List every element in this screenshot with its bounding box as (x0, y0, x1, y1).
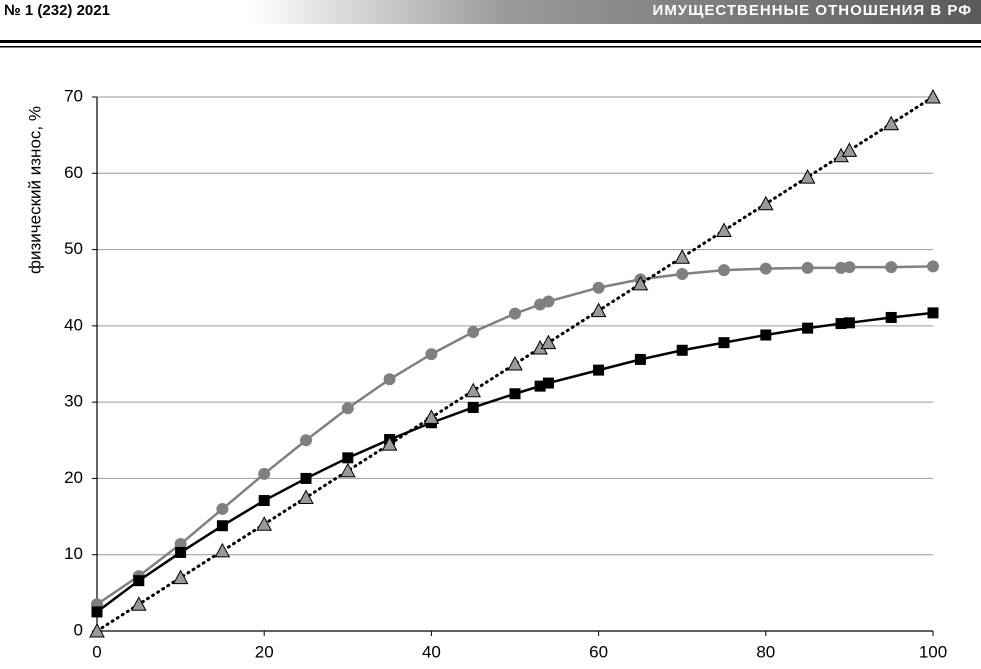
point (759, 262, 772, 275)
point (927, 260, 939, 273)
x-tick-label: 80 (756, 642, 775, 661)
point (716, 222, 732, 237)
point (925, 88, 941, 104)
point (590, 302, 607, 318)
y-tick-label: 70 (64, 86, 83, 105)
series-line (95, 95, 935, 633)
point (718, 264, 730, 277)
point (300, 434, 312, 447)
point (843, 261, 856, 274)
point (801, 261, 814, 274)
point (674, 249, 691, 264)
point (718, 337, 730, 349)
point (843, 317, 855, 329)
y-axis-label: физический износ, % (25, 106, 44, 274)
x-tick-label: 100 (919, 642, 947, 661)
point (130, 596, 147, 611)
issue: № 1 (232) 2021 (4, 2, 110, 19)
x-tick-label: 40 (422, 642, 441, 661)
point (467, 401, 479, 413)
point (339, 462, 356, 478)
point (423, 409, 440, 424)
point (133, 575, 145, 587)
point (91, 606, 103, 618)
point (383, 373, 396, 386)
point (89, 622, 105, 638)
point (256, 516, 273, 531)
point (542, 377, 554, 389)
point (300, 472, 312, 484)
point (802, 322, 814, 334)
y-tick-label: 50 (64, 239, 83, 258)
point (634, 353, 646, 365)
y-tick-label: 10 (64, 544, 83, 563)
header-rule (0, 40, 981, 43)
point (883, 115, 900, 131)
point (534, 380, 546, 392)
point (341, 402, 354, 415)
point (258, 467, 271, 480)
point (885, 261, 898, 274)
point (216, 502, 229, 515)
point (885, 311, 897, 323)
point (172, 569, 189, 585)
point (927, 307, 939, 319)
point (632, 275, 649, 291)
x-tick-label: 20 (255, 642, 274, 661)
point (676, 267, 689, 280)
x-tick-label: 0 (92, 642, 101, 661)
point (799, 169, 816, 184)
y-tick-label: 60 (64, 163, 83, 182)
point (760, 329, 772, 341)
point (342, 452, 354, 464)
point (216, 520, 228, 532)
point (258, 495, 270, 507)
y-tick-label: 30 (64, 392, 83, 411)
point (298, 489, 314, 504)
point (676, 344, 688, 356)
point (835, 318, 847, 330)
point (425, 348, 438, 361)
point (841, 142, 858, 157)
point (214, 542, 231, 558)
header-band (250, 0, 981, 24)
header-rule (0, 46, 981, 48)
point (509, 307, 521, 320)
point (509, 388, 521, 400)
point (381, 436, 398, 451)
y-tick-label: 20 (64, 468, 83, 487)
point (593, 364, 605, 376)
point (542, 295, 555, 308)
y-tick-label: 40 (64, 315, 83, 334)
point (465, 382, 482, 398)
point (592, 281, 605, 294)
y-tick-label: 0 (74, 620, 83, 639)
point (540, 334, 557, 350)
point (757, 195, 774, 211)
point (467, 325, 480, 338)
point (507, 355, 523, 371)
point (175, 546, 187, 558)
journal-name: ИМУЩЕСТВЕННЫЕ ОТНОШЕНИЯ В РФ (653, 2, 972, 19)
x-tick-label: 60 (589, 642, 608, 661)
